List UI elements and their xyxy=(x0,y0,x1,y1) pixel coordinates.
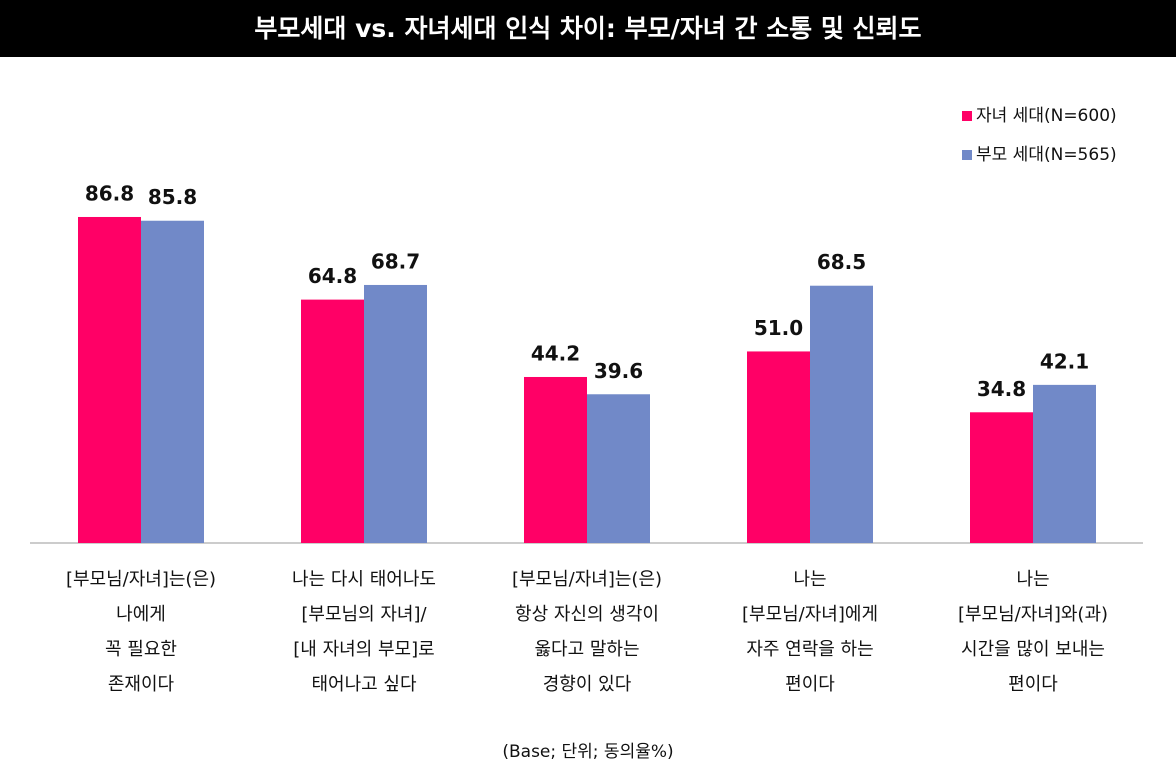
note: (Base; 단위; 동의율%) xyxy=(502,742,673,762)
bar xyxy=(810,285,873,543)
chart-title: 부모세대 vs. 자녀세대 인식 차이: 부모/자녀 간 소통 및 신뢰도 xyxy=(254,14,921,43)
x-tick-label: 자주 연락을 하는 xyxy=(746,639,873,660)
x-tick-label: [부모님/자녀]는(은) xyxy=(512,569,662,590)
value-label: 39.6 xyxy=(594,359,643,383)
value-label: 44.2 xyxy=(531,341,580,365)
x-tick-label: 나는 xyxy=(1016,569,1049,590)
x-tick-label: 시간을 많이 보내는 xyxy=(961,639,1105,660)
x-tick-label: [부모님/자녀]와(과) xyxy=(958,604,1108,625)
value-label: 64.8 xyxy=(308,264,357,288)
bar xyxy=(970,412,1033,543)
x-tick-label: 나는 다시 태어나도 xyxy=(292,569,436,590)
title-bar xyxy=(0,0,1176,57)
legend-label: 자녀 세대(N=600) xyxy=(976,106,1117,126)
x-tick-label: [부모님의 자녀]/ xyxy=(301,604,427,625)
x-tick-label: [내 자녀의 부모]로 xyxy=(293,639,434,660)
x-tick-label: 항상 자신의 생각이 xyxy=(515,604,659,625)
value-label: 68.5 xyxy=(817,250,866,274)
bar xyxy=(747,351,810,543)
value-label: 85.8 xyxy=(148,185,197,209)
x-tick-label: 꼭 필요한 xyxy=(105,639,177,660)
x-tick-label: 나에게 xyxy=(116,604,166,625)
value-label: 86.8 xyxy=(85,181,134,205)
legend-label: 부모 세대(N=565) xyxy=(976,145,1117,165)
value-label: 68.7 xyxy=(371,249,420,273)
x-tick-label: 존재이다 xyxy=(108,674,175,695)
x-tick-label: 옳다고 말하는 xyxy=(534,639,639,660)
x-tick-label: 편이다 xyxy=(785,674,835,695)
bar xyxy=(141,220,204,543)
x-tick-label: 편이다 xyxy=(1008,674,1058,695)
x-tick-label: [부모님/자녀]는(은) xyxy=(66,569,216,590)
x-tick-label: [부모님/자녀]에게 xyxy=(742,604,878,625)
bar xyxy=(78,216,141,544)
value-label: 42.1 xyxy=(1040,349,1089,373)
x-tick-label: 경향이 있다 xyxy=(543,674,632,695)
value-label: 51.0 xyxy=(754,316,803,340)
bar xyxy=(364,284,427,543)
bar xyxy=(301,299,364,543)
x-tick-label: 나는 xyxy=(793,569,826,590)
legend-swatch xyxy=(962,150,972,160)
bar xyxy=(1033,384,1096,543)
x-tick-label: 태어나고 싶다 xyxy=(311,674,417,695)
bar xyxy=(587,394,650,543)
bar xyxy=(524,376,587,543)
legend-swatch xyxy=(962,111,972,121)
value-label: 34.8 xyxy=(977,377,1026,401)
